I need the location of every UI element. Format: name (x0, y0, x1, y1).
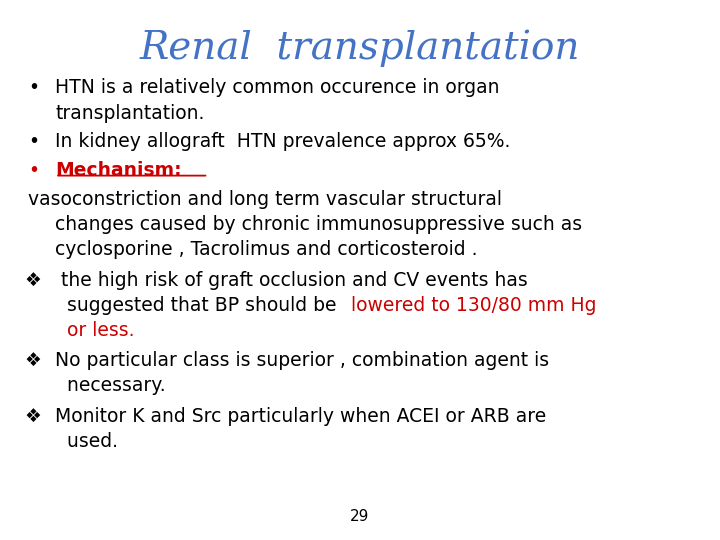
Text: 29: 29 (351, 509, 369, 524)
Text: In kidney allograft  HTN prevalence approx 65%.: In kidney allograft HTN prevalence appro… (55, 132, 510, 151)
Text: Mechanism:: Mechanism: (55, 161, 182, 180)
Text: the high risk of graft occlusion and CV events has: the high risk of graft occlusion and CV … (55, 271, 528, 290)
Text: lowered to 130/80 mm Hg: lowered to 130/80 mm Hg (351, 296, 596, 315)
Text: ❖: ❖ (24, 407, 42, 426)
Text: transplantation.: transplantation. (55, 104, 204, 123)
Text: HTN is a relatively common occurence in organ: HTN is a relatively common occurence in … (55, 78, 500, 97)
Text: vasoconstriction and long term vascular structural: vasoconstriction and long term vascular … (28, 190, 503, 209)
Text: ❖: ❖ (24, 271, 42, 290)
Text: No particular class is superior , combination agent is: No particular class is superior , combin… (55, 351, 549, 370)
Text: •: • (28, 161, 40, 180)
Text: used.: used. (55, 431, 118, 451)
Text: Monitor K and Src particularly when ACEI or ARB are: Monitor K and Src particularly when ACEI… (55, 407, 546, 426)
Text: cyclosporine , Tacrolimus and corticosteroid .: cyclosporine , Tacrolimus and corticoste… (55, 240, 477, 259)
Text: Renal  transplantation: Renal transplantation (140, 29, 580, 67)
Text: suggested that BP should be: suggested that BP should be (55, 296, 343, 315)
Text: •: • (28, 78, 40, 97)
Text: •: • (28, 132, 40, 151)
Text: or less.: or less. (55, 321, 135, 340)
Text: necessary.: necessary. (55, 376, 166, 395)
Text: changes caused by chronic immunosuppressive such as: changes caused by chronic immunosuppress… (55, 215, 582, 234)
Text: ❖: ❖ (24, 351, 42, 370)
